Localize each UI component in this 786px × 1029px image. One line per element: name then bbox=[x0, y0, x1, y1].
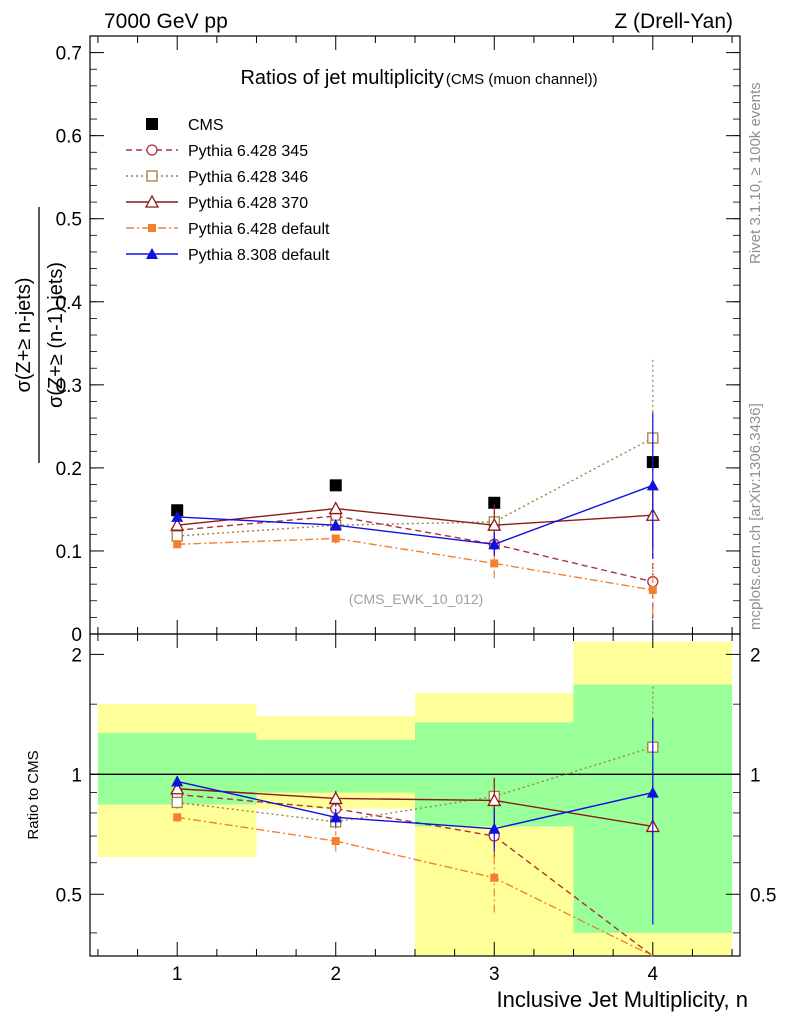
ylabel-numerator: σ(Z+≥ n-jets) bbox=[13, 278, 35, 393]
chart-title-group: Ratios of jet multiplicity (CMS (muon cha… bbox=[240, 67, 597, 89]
main-point bbox=[648, 585, 657, 594]
legend-marker bbox=[148, 224, 156, 232]
legend-label: Pythia 6.428 370 bbox=[188, 195, 308, 212]
ratio-point bbox=[171, 796, 183, 809]
main-point bbox=[646, 479, 659, 491]
main-point bbox=[490, 559, 499, 568]
ratio-ytick-label-left: 0.5 bbox=[56, 885, 82, 906]
legend-label: Pythia 8.308 default bbox=[188, 247, 330, 264]
main-point bbox=[171, 510, 184, 522]
main-point bbox=[170, 517, 185, 531]
main-ytick-label: 0.5 bbox=[56, 210, 82, 231]
ratio-point bbox=[488, 822, 501, 834]
main-point bbox=[171, 530, 183, 542]
legend-entry: Pythia 8.308 default bbox=[126, 247, 330, 264]
main-line bbox=[177, 515, 653, 583]
ratio-series bbox=[173, 812, 654, 957]
main-ylabel: σ(Z+≥ n-jets) σ(Z+≥ (n-1)-jets) bbox=[13, 207, 67, 463]
legend-label: Pythia 6.428 default bbox=[188, 221, 330, 238]
main-series bbox=[171, 412, 659, 559]
main-line bbox=[177, 507, 653, 526]
main-ytick-label: 0.2 bbox=[56, 459, 82, 480]
ratio-ytick-label-left: 2 bbox=[71, 645, 82, 666]
chart-title: Ratios of jet multiplicity bbox=[240, 67, 443, 89]
main-point bbox=[488, 538, 501, 550]
ratio-point bbox=[331, 837, 340, 846]
main-point bbox=[329, 479, 342, 492]
ratio-point bbox=[170, 781, 185, 795]
ratio-ytick-label-right: 1 bbox=[750, 765, 761, 786]
header-left-label: 7000 GeV pp bbox=[104, 10, 228, 33]
main-point bbox=[171, 504, 184, 517]
ratio-line bbox=[177, 816, 654, 957]
legend-marker bbox=[144, 194, 160, 208]
main-axis-ticks: 0 0.1 0.2 0.3 0.4 0.5 0.6 0.7 bbox=[56, 35, 740, 646]
main-ytick-label: 0.1 bbox=[56, 542, 82, 563]
legend-marker bbox=[146, 248, 158, 259]
main-ytick-label: 0.4 bbox=[56, 293, 83, 314]
legend-marker bbox=[146, 170, 158, 182]
main-ytick-label: 0.3 bbox=[56, 376, 82, 397]
legend-marker bbox=[146, 144, 158, 156]
main-series bbox=[173, 533, 657, 615]
mcplots-label: mcplots.cern.ch [arXiv:1306.3436] bbox=[747, 403, 764, 630]
main-ytick-label: 0 bbox=[71, 625, 82, 646]
main-point bbox=[487, 517, 502, 531]
legend-label: Pythia 6.428 346 bbox=[188, 169, 308, 186]
ratio-point bbox=[328, 791, 343, 805]
ratio-line bbox=[177, 780, 653, 830]
xtick-label: 3 bbox=[489, 964, 500, 985]
ratio-point bbox=[490, 873, 499, 882]
ylabel-denominator: σ(Z+≥ (n-1)-jets) bbox=[45, 262, 67, 408]
xlabel: Inclusive Jet Multiplicity, n bbox=[497, 987, 748, 1012]
ratio-axis-ticks: 0.5 0.5 1 1 2 2 1 2 3 4 bbox=[56, 634, 776, 985]
rivet-label: Rivet 3.1.10, ≥ 100k events bbox=[747, 82, 764, 264]
xtick-label: 1 bbox=[172, 964, 183, 985]
ratio-series-group bbox=[170, 685, 660, 957]
legend-marker bbox=[146, 118, 158, 130]
band-inner-2 bbox=[256, 739, 415, 793]
header-right-label: Z (Drell-Yan) bbox=[614, 10, 733, 33]
chart-subtitle: (CMS (muon channel)) bbox=[446, 71, 598, 88]
legend-entry: Pythia 6.428 default bbox=[126, 221, 330, 238]
ratio-point bbox=[171, 775, 184, 787]
xtick-label: 4 bbox=[648, 964, 659, 985]
ratio-point bbox=[173, 813, 182, 822]
legend: CMS Pythia 6.428 345 Pythia 6.428 346 Pythi… bbox=[126, 117, 330, 264]
xtick-label: 2 bbox=[330, 964, 341, 985]
main-point bbox=[328, 501, 343, 515]
main-line bbox=[177, 484, 654, 546]
main-point bbox=[331, 534, 340, 543]
ratio-line bbox=[177, 788, 653, 828]
ratio-point bbox=[487, 793, 502, 807]
ratio-ytick-label-right: 0.5 bbox=[750, 885, 776, 906]
ratio-ylabel: Ratio to CMS bbox=[25, 750, 42, 839]
legend-entry: Pythia 6.428 346 bbox=[126, 169, 308, 186]
main-series-group bbox=[170, 359, 660, 620]
ratio-ytick-label-left: 1 bbox=[71, 765, 82, 786]
main-point bbox=[173, 540, 182, 549]
main-point bbox=[329, 519, 342, 531]
ratio-point bbox=[329, 811, 342, 823]
main-ytick-label: 0.7 bbox=[56, 44, 82, 65]
ratio-ytick-label-right: 2 bbox=[750, 645, 761, 666]
legend-label: CMS bbox=[188, 117, 224, 134]
legend-entry: CMS bbox=[146, 117, 224, 134]
ratio-series bbox=[171, 718, 659, 925]
legend-entry: Pythia 6.428 370 bbox=[126, 194, 308, 212]
legend-entry: Pythia 6.428 345 bbox=[126, 143, 308, 160]
legend-label: Pythia 6.428 345 bbox=[188, 143, 308, 160]
analysis-watermark: (CMS_EWK_10_012) bbox=[349, 591, 484, 607]
main-ytick-label: 0.6 bbox=[56, 127, 82, 148]
ratio-point bbox=[646, 786, 659, 798]
main-point bbox=[488, 496, 501, 509]
